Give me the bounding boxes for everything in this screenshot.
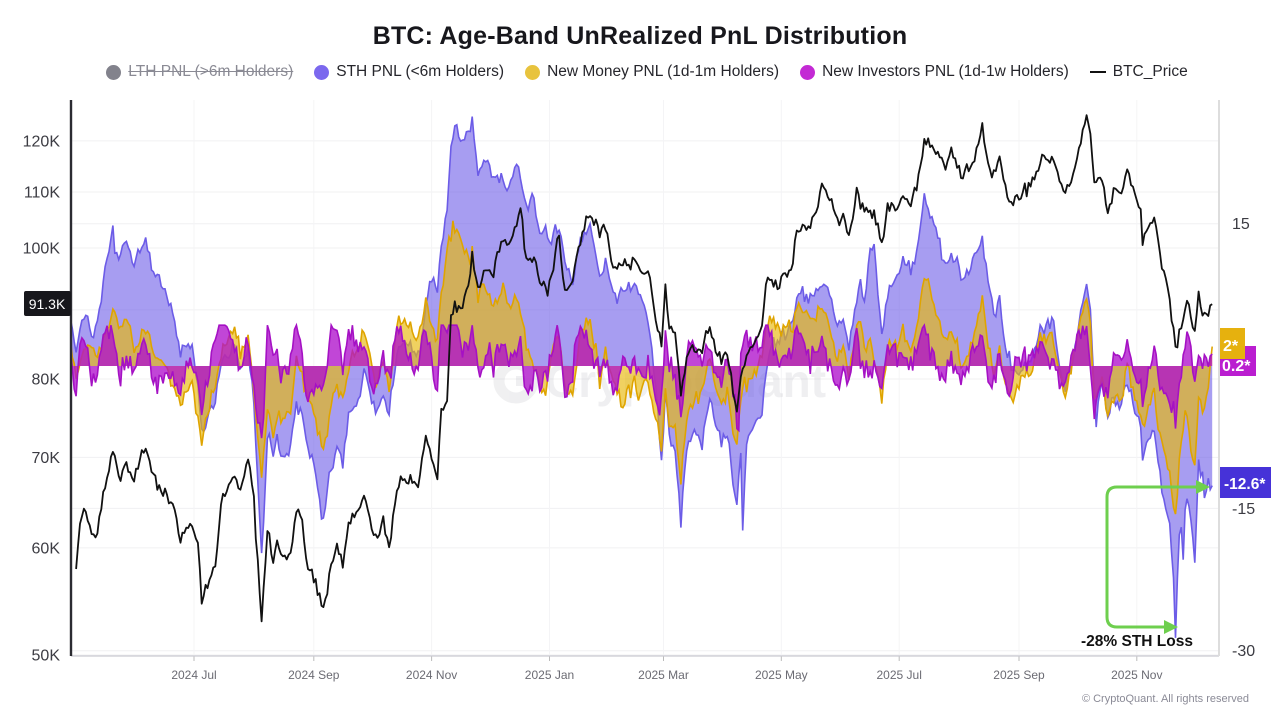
svg-text:70K: 70K	[32, 450, 61, 467]
svg-text:-30: -30	[1232, 643, 1255, 660]
svg-text:50K: 50K	[32, 648, 61, 665]
svg-text:2024 Nov: 2024 Nov	[406, 668, 457, 682]
svg-text:-28% STH Loss: -28% STH Loss	[1081, 633, 1193, 650]
svg-text:2024 Sep: 2024 Sep	[288, 668, 340, 682]
svg-text:-15: -15	[1232, 501, 1255, 518]
svg-text:91.3K: 91.3K	[29, 296, 66, 312]
svg-text:0.2*: 0.2*	[1222, 358, 1251, 375]
svg-text:15: 15	[1232, 216, 1250, 233]
svg-text:2025 Sep: 2025 Sep	[993, 668, 1045, 682]
svg-text:2025 Jan: 2025 Jan	[525, 668, 574, 682]
svg-text:2024 Jul: 2024 Jul	[171, 668, 216, 682]
svg-text:-12.6*: -12.6*	[1224, 476, 1266, 493]
svg-text:60K: 60K	[32, 540, 61, 557]
svg-text:2025 May: 2025 May	[755, 668, 808, 682]
svg-text:2*: 2*	[1223, 338, 1239, 355]
svg-text:2025 Jul: 2025 Jul	[877, 668, 922, 682]
svg-text:110K: 110K	[24, 185, 61, 202]
svg-text:120K: 120K	[23, 133, 61, 150]
svg-text:2025 Nov: 2025 Nov	[1111, 668, 1162, 682]
svg-text:80K: 80K	[32, 372, 61, 389]
svg-text:© CryptoQuant. All rights rese: © CryptoQuant. All rights reserved	[1082, 693, 1249, 705]
svg-text:100K: 100K	[23, 241, 61, 258]
svg-text:2025 Mar: 2025 Mar	[638, 668, 689, 682]
